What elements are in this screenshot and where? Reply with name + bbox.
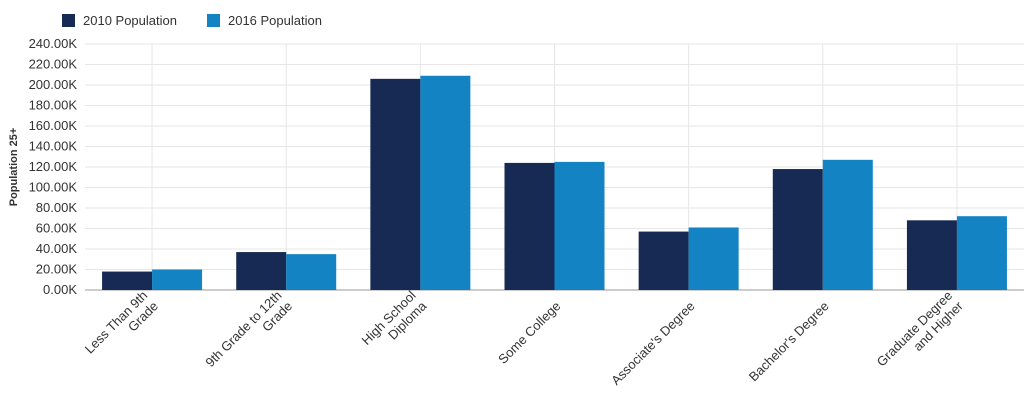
legend-label-2010: 2010 Population	[83, 13, 177, 28]
y-tick-label: 160.00K	[29, 118, 78, 133]
x-tick-label: High SchoolDiploma	[359, 287, 430, 358]
x-tick-label-line: Some College	[495, 298, 563, 366]
x-tick-label: 9th Grade to 12thGrade	[202, 288, 295, 381]
x-tick-label-line: Associate's Degree	[608, 298, 698, 388]
x-axis-ticks: Less Than 9thGrade 9th Grade to 12thGrade…	[82, 287, 967, 388]
bar-2016-3[interactable]	[554, 161, 605, 290]
bar-2010-2[interactable]	[370, 78, 421, 290]
chart-legend: 2010 Population 2016 Population	[62, 13, 322, 28]
x-tick-label: Some College	[495, 298, 563, 366]
y-tick-label: 40.00K	[36, 241, 78, 256]
y-tick-label: 0.00K	[43, 282, 77, 297]
bar-2016-6[interactable]	[956, 216, 1007, 290]
x-tick-label: Bachelor's Degree	[746, 298, 832, 384]
bar-2016-5[interactable]	[822, 159, 873, 290]
bar-2010-5[interactable]	[772, 169, 823, 290]
bar-2010-0[interactable]	[102, 271, 153, 290]
y-tick-label: 20.00K	[36, 262, 78, 277]
x-tick-label: Less Than 9thGrade	[82, 288, 161, 367]
y-axis-label: Population 25+	[8, 128, 20, 207]
y-tick-label: 240.00K	[29, 36, 78, 51]
y-tick-label: 220.00K	[29, 57, 78, 72]
legend-label-2016: 2016 Population	[227, 13, 322, 28]
y-tick-label: 120.00K	[29, 159, 78, 174]
bars	[102, 75, 1007, 291]
bar-2016-0[interactable]	[152, 269, 203, 291]
bar-2010-4[interactable]	[638, 231, 689, 290]
bar-2016-2[interactable]	[420, 75, 471, 291]
x-tick-label-line: Bachelor's Degree	[746, 298, 832, 384]
y-tick-label: 200.00K	[29, 77, 78, 92]
x-tick-label: Associate's Degree	[608, 298, 698, 388]
bar-2010-3[interactable]	[504, 162, 555, 290]
y-tick-label: 60.00K	[36, 221, 78, 236]
bar-2010-6[interactable]	[906, 220, 957, 290]
y-tick-label: 80.00K	[36, 200, 78, 215]
legend-item-2010[interactable]: 2010 Population	[62, 13, 177, 28]
legend-swatch-2016	[206, 14, 220, 27]
y-axis-ticks: 0.00K 20.00K 40.00K 60.00K 80.00K 100.00K 120.…	[29, 36, 78, 297]
bar-2016-1[interactable]	[286, 254, 337, 290]
x-tick-label: Graduate Degreeand Higher	[874, 287, 967, 380]
bar-2010-1[interactable]	[236, 252, 287, 290]
y-tick-label: 140.00K	[29, 139, 78, 154]
bar-2016-4[interactable]	[688, 227, 739, 290]
legend-item-2016[interactable]: 2016 Population	[206, 13, 322, 28]
y-tick-label: 100.00K	[29, 180, 78, 195]
y-tick-label: 180.00K	[29, 98, 78, 113]
legend-swatch-2010	[62, 14, 75, 27]
